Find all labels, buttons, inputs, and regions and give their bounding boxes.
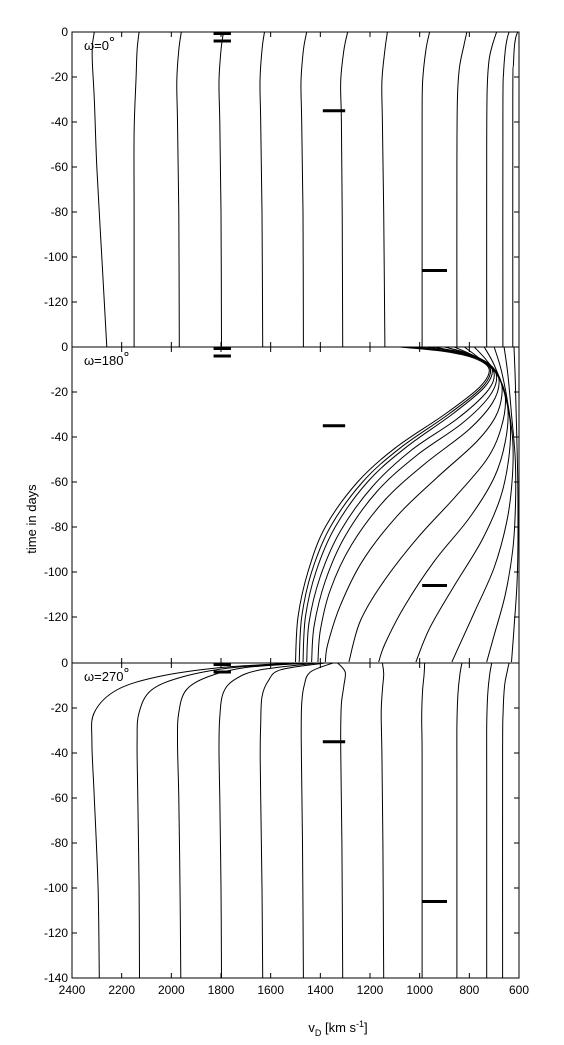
- y-tick-label: -80: [51, 205, 69, 219]
- curves: [91, 663, 510, 978]
- series-line-4: [218, 32, 224, 347]
- x-tick-label: 800: [459, 983, 479, 997]
- series-line-11: [486, 663, 493, 978]
- series-line-9: [421, 32, 431, 347]
- series-line-2: [298, 347, 492, 663]
- y-tick-label: -120: [44, 295, 68, 309]
- series-line-1: [295, 347, 490, 663]
- panel-3: 0 -20 -40 -60 -80 -100 -120 -140 ω=270: [44, 656, 520, 985]
- series-line-7: [324, 347, 503, 663]
- y-tick-label: -20: [51, 70, 69, 84]
- y-tick-label: 0: [61, 25, 68, 39]
- y-axis-title: time in days: [24, 484, 39, 554]
- series-line-1: [91, 663, 296, 978]
- series-line-4: [306, 347, 495, 663]
- panel-label: ω=270: [84, 669, 123, 684]
- panel-label: ω=0: [84, 38, 109, 53]
- x-axis-title-unit-sup: -1: [356, 1019, 364, 1029]
- x-axis-title-main: v: [308, 1020, 315, 1035]
- x-axis-title: vD [km s-1]: [308, 1019, 367, 1038]
- y-tick-label: 0: [61, 340, 68, 354]
- series-line-12: [502, 663, 510, 978]
- y-tick-label: -120: [44, 610, 68, 624]
- series-line-5: [311, 347, 498, 663]
- panel-frame: [71, 346, 520, 664]
- series-line-1: [91, 32, 108, 347]
- y-tick-label: 0: [61, 656, 68, 670]
- y-tick-label: -100: [44, 565, 68, 579]
- y-tick-label: -60: [51, 791, 69, 805]
- series-line-10: [456, 32, 468, 347]
- series-line-8: [348, 347, 506, 663]
- series-line-3: [302, 347, 493, 663]
- series-line-11: [486, 32, 498, 347]
- series-line-2: [136, 663, 304, 978]
- x-tick-label: 600: [509, 983, 529, 997]
- series-line-3: [176, 663, 311, 978]
- panel-1: 0 -20 -40 -60 -80 -100 -120 ω=0: [44, 25, 520, 348]
- series-line-8: [380, 663, 385, 978]
- series-line-12: [502, 32, 510, 347]
- y-tick-label: -80: [51, 520, 69, 534]
- panel-2: 0 -20 -40 -60 -80 -100 -120 ω=180: [44, 340, 520, 664]
- series-line-12: [486, 347, 517, 663]
- series-line-4: [218, 663, 318, 978]
- x-tick-label: 1800: [208, 983, 235, 997]
- x-tick-label: 2200: [108, 983, 135, 997]
- x-tick-label: 1000: [406, 983, 433, 997]
- curves: [295, 347, 519, 663]
- x-axis-title-sub: D: [315, 1028, 322, 1038]
- degree-mark: [124, 668, 129, 673]
- series-line-11: [451, 347, 514, 663]
- series-line-7: [340, 32, 349, 347]
- y-tick-label: -120: [44, 926, 68, 940]
- y-tick-label: -40: [51, 430, 69, 444]
- x-tick-label: 1600: [257, 983, 284, 997]
- x-tick-label: 2000: [158, 983, 185, 997]
- y-tick-label: -40: [51, 746, 69, 760]
- panel-label: ω=180: [84, 353, 123, 368]
- series-line-3: [176, 32, 182, 347]
- x-axis-title-unit: [km s: [321, 1020, 356, 1035]
- y-tick-label: -100: [44, 250, 68, 264]
- x-axis-title-unit-end: ]: [364, 1020, 368, 1035]
- panel-frame: [71, 31, 520, 348]
- degree-mark: [124, 351, 129, 356]
- series-line-7: [337, 663, 347, 978]
- x-tick-label: 1200: [357, 983, 384, 997]
- y-tick-label: -20: [51, 701, 69, 715]
- series-line-13: [511, 347, 519, 663]
- y-tick-label: -60: [51, 475, 69, 489]
- y-tick-label: -140: [44, 971, 68, 985]
- series-line-2: [133, 32, 140, 347]
- series-line-9: [378, 347, 509, 663]
- x-tick-label: 1400: [307, 983, 334, 997]
- series-line-13: [512, 32, 519, 347]
- y-tick-label: -80: [51, 836, 69, 850]
- series-line-10: [415, 347, 512, 663]
- curves: [91, 32, 519, 347]
- y-tick-label: -20: [51, 385, 69, 399]
- y-tick-label: -60: [51, 160, 69, 174]
- series-line-5: [259, 663, 326, 978]
- series-line-9: [421, 663, 426, 978]
- y-tick-label: -40: [51, 115, 69, 129]
- y-tick-label: -100: [44, 881, 68, 895]
- x-tick-label: 2400: [59, 983, 86, 997]
- series-line-10: [456, 663, 463, 978]
- degree-mark: [109, 37, 114, 42]
- series-line-6: [300, 32, 308, 347]
- panels: 0 -20 -40 -60 -80 -100 -120 ω=0 0 -20 -40 -60 -80 -10…: [44, 25, 529, 997]
- series-line-5: [259, 32, 265, 347]
- series-line-6: [300, 663, 333, 978]
- series-line-8: [381, 32, 388, 347]
